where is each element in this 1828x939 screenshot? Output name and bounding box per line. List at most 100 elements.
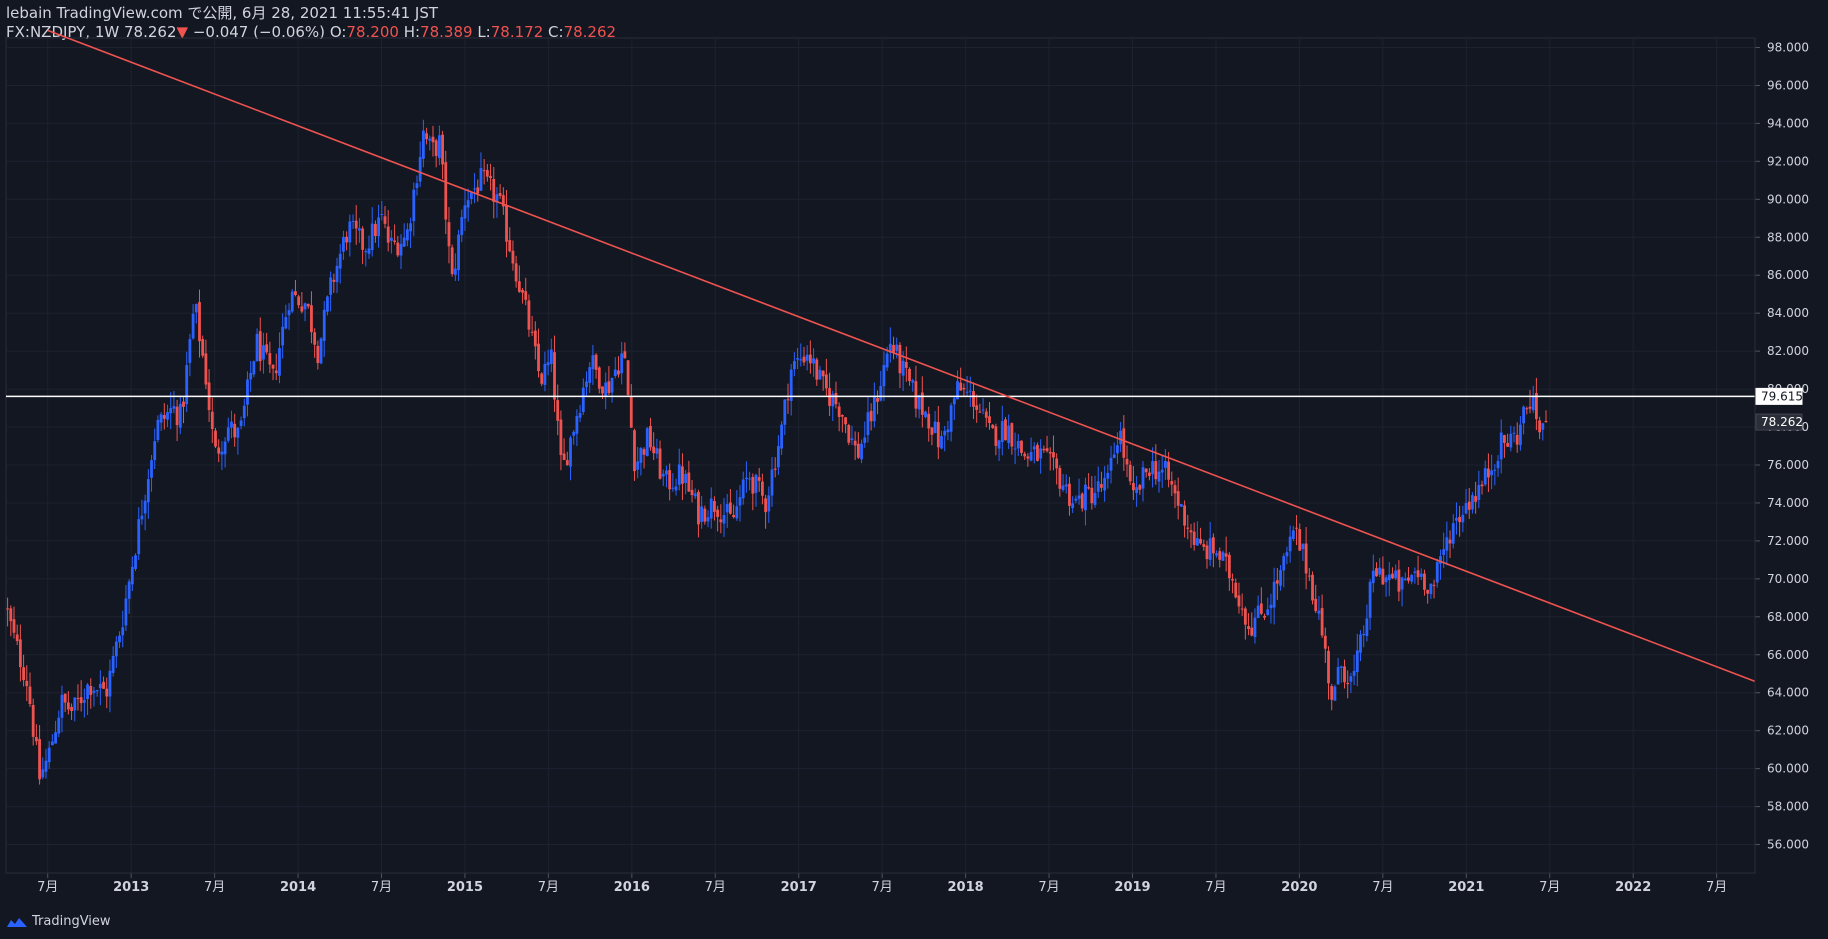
last-price: 78.262	[124, 23, 177, 41]
candle-body	[1509, 433, 1513, 448]
candle-body	[191, 313, 195, 339]
chart-header: lebain TradingView.com で公開, 6月 28, 2021 …	[6, 4, 616, 42]
candle-body	[1298, 529, 1302, 551]
candle-body	[1477, 485, 1481, 501]
candle-body	[1544, 420, 1548, 423]
candle-body	[380, 214, 384, 216]
high-value: 78.389	[420, 23, 473, 41]
candle-body	[1128, 464, 1132, 482]
candle-body	[118, 635, 121, 643]
candle-body	[1352, 670, 1356, 676]
candle-body	[610, 377, 614, 393]
candle-body	[866, 412, 870, 436]
candle-body	[1455, 517, 1458, 521]
candle-body	[853, 440, 857, 446]
candle-body	[968, 390, 972, 392]
candle-body	[1458, 516, 1462, 523]
candle-body	[514, 263, 518, 282]
candle-body	[693, 493, 697, 497]
candle-body	[517, 281, 521, 292]
candle-body	[818, 369, 822, 380]
candle-body	[226, 427, 230, 441]
candle-body	[719, 519, 723, 523]
candle-body	[281, 326, 285, 346]
candle-body	[524, 291, 528, 300]
candle-body	[1039, 448, 1043, 459]
candle-body	[962, 387, 966, 390]
candle-body	[732, 515, 736, 518]
candle-body	[194, 303, 198, 313]
candle-body	[975, 405, 979, 410]
candle-body	[134, 555, 137, 569]
candle-body	[1250, 627, 1254, 636]
candle-body	[834, 393, 838, 405]
candle-body	[182, 401, 185, 407]
candle-body	[1279, 570, 1282, 586]
candle-body	[9, 608, 13, 622]
candle-body	[73, 697, 77, 711]
candle-body	[658, 448, 662, 479]
candle-body	[780, 424, 783, 449]
candle-body	[1359, 634, 1362, 653]
candle-body	[559, 419, 563, 456]
candle-body	[111, 655, 115, 673]
candle-body	[409, 223, 412, 232]
candle-body	[924, 411, 927, 418]
candle-body	[1320, 608, 1324, 636]
candle-body	[1160, 469, 1164, 473]
candle-body	[1020, 440, 1023, 453]
candle-body	[15, 634, 19, 642]
price-label-box	[1755, 413, 1803, 431]
candle-body	[533, 330, 537, 347]
x-tick-label: 7月	[37, 880, 58, 895]
y-tick-label: 94.000	[1767, 116, 1809, 130]
candle-body	[214, 430, 217, 447]
candle-body	[802, 356, 806, 363]
candle-body	[1343, 666, 1346, 683]
candle-body	[729, 502, 732, 514]
candle-body	[1045, 448, 1049, 452]
close-label: C:	[548, 23, 564, 41]
candle-body	[1227, 554, 1231, 579]
candle-body	[1234, 582, 1238, 598]
candle-body	[1346, 682, 1350, 685]
candle-body	[1288, 536, 1292, 552]
candle-body	[901, 360, 905, 376]
candle-body	[1211, 537, 1215, 554]
candle-body	[399, 243, 403, 256]
candle-body	[457, 234, 460, 271]
candle-body	[681, 466, 684, 484]
candle-body	[1275, 580, 1279, 584]
x-tick-label: 2019	[1114, 880, 1150, 895]
candle-body	[1064, 484, 1068, 487]
candle-body	[143, 500, 147, 514]
candle-body	[588, 367, 592, 383]
candle-body	[354, 220, 358, 229]
candle-body	[1042, 448, 1046, 451]
candle-body	[428, 138, 432, 141]
candle-body	[594, 354, 598, 370]
candle-body	[12, 619, 16, 633]
candle-body	[236, 427, 240, 438]
candle-body	[1400, 577, 1404, 590]
candle-body	[652, 446, 656, 454]
candle-body	[1435, 562, 1439, 583]
x-tick-label: 2022	[1615, 880, 1651, 895]
candle-body	[1304, 543, 1308, 574]
candle-body	[776, 445, 780, 468]
axes: 56.000 58.000 60.000 62.000 64.000 66.000 68.0…	[6, 38, 1809, 895]
candle-body	[297, 296, 301, 306]
candle-body	[978, 411, 982, 413]
x-tick-label: 2016	[614, 880, 650, 895]
candle-body	[1256, 605, 1260, 618]
candle-body	[1004, 419, 1007, 441]
overlays	[6, 29, 1756, 683]
candle-body	[876, 398, 879, 402]
footer: TradingView	[6, 914, 111, 929]
candle-body	[47, 747, 51, 763]
candle-body	[1106, 472, 1110, 479]
candle-body	[872, 395, 876, 422]
candle-body	[1170, 481, 1174, 485]
candle-body	[546, 362, 550, 366]
